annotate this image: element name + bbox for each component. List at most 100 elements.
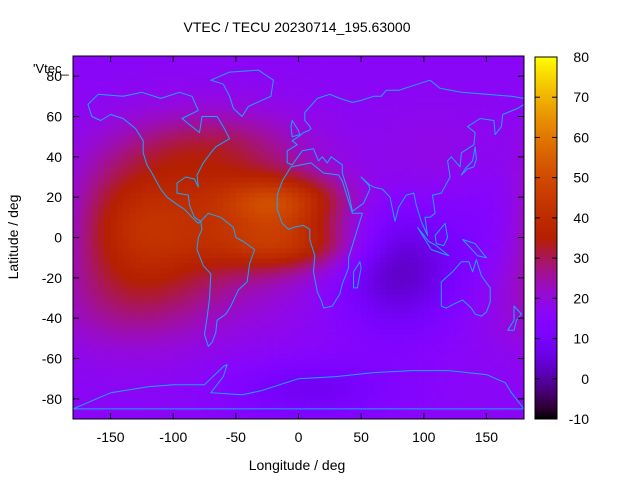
heatmap-cell [248,192,256,198]
heatmap-cell [480,398,488,405]
heatmap-cell [348,96,356,102]
heatmap-cell [73,101,80,108]
heatmap-cell [311,156,318,163]
heatmap-cell [361,81,368,87]
heatmap-cell [498,146,506,153]
heatmap-cell [336,303,343,309]
heatmap-cell [98,192,105,198]
heatmap-cell [423,171,431,178]
heatmap-cell [336,96,343,102]
heatmap-cell [392,156,400,163]
heatmap-cell [292,287,300,294]
heatmap-cell [461,126,469,133]
heatmap-cell [480,267,488,274]
heatmap-cell [110,403,118,410]
heatmap-cell [166,121,174,128]
heatmap-cell [242,388,249,395]
heatmap-cell [317,227,325,234]
heatmap-cell [361,413,368,419]
heatmap-cell [486,71,494,77]
heatmap-cell [505,408,513,415]
heatmap-cell [336,56,343,62]
heatmap-cell [467,91,475,97]
heatmap-cell [85,202,93,208]
heatmap-cell [204,111,212,118]
heatmap-cell [141,373,149,380]
heatmap-cell [361,368,368,375]
heatmap-cell [248,363,256,370]
heatmap-cell [148,247,156,254]
heatmap-cell [486,393,494,400]
heatmap-cell [260,348,268,355]
heatmap-cell [404,252,412,259]
heatmap-cell [267,403,275,410]
heatmap-cell [204,182,212,188]
heatmap-cell [411,323,419,329]
heatmap-cell [498,207,506,213]
heatmap-cell [273,353,281,360]
heatmap-cell [423,343,431,350]
heatmap-cell [473,247,481,254]
heatmap-cell [185,136,193,143]
heatmap-cell [198,121,206,128]
heatmap-cell [392,242,400,249]
heatmap-cell [210,66,218,72]
heatmap-cell [448,343,456,350]
heatmap-cell [442,96,450,102]
heatmap-cell [135,101,143,108]
heatmap-cell [223,156,231,163]
heatmap-cell [461,308,469,314]
heatmap-cell [248,161,256,168]
heatmap-cell [235,358,243,365]
heatmap-cell [430,323,437,329]
heatmap-cell [430,318,437,324]
heatmap-cell [179,318,187,324]
heatmap-cell [430,161,437,168]
heatmap-cell [192,303,199,309]
heatmap-cell [217,111,224,118]
heatmap-cell [204,353,212,360]
heatmap-cell [436,242,444,249]
heatmap-cell [154,378,162,385]
heatmap-cell [154,187,162,193]
heatmap-cell [123,292,130,299]
heatmap-cell [135,378,143,385]
heatmap-cell [254,86,262,92]
heatmap-cell [166,116,174,123]
heatmap-cell [486,202,494,208]
heatmap-cell [73,212,80,218]
heatmap-cell [185,81,193,87]
heatmap-cell [492,257,500,264]
heatmap-cell [98,267,105,274]
heatmap-cell [148,267,156,274]
heatmap-cell [104,303,112,309]
heatmap-cell [342,287,350,294]
heatmap-cell [348,277,356,284]
heatmap-cell [179,166,187,173]
heatmap-cell [354,61,362,67]
heatmap-cell [505,318,513,324]
heatmap-cell [379,71,387,77]
heatmap-cell [123,308,130,314]
heatmap-cell [166,247,174,254]
heatmap-cell [411,247,419,254]
heatmap-cell [260,126,268,133]
heatmap-cell [192,121,199,128]
heatmap-cell [354,287,362,294]
heatmap-cell [398,141,406,148]
heatmap-cell [448,277,456,284]
heatmap-cell [317,388,325,395]
heatmap-cell [323,242,331,249]
heatmap-cell [135,111,143,118]
heatmap-cell [135,408,143,415]
heatmap-cell [436,222,444,229]
heatmap-cell [217,126,224,133]
heatmap-cell [498,91,506,97]
heatmap-cell [354,328,362,334]
heatmap-cell [486,277,494,284]
heatmap-cell [254,116,262,123]
heatmap-cell [386,197,394,203]
heatmap-cell [292,207,300,213]
heatmap-cell [354,373,362,380]
heatmap-cell [430,207,437,213]
